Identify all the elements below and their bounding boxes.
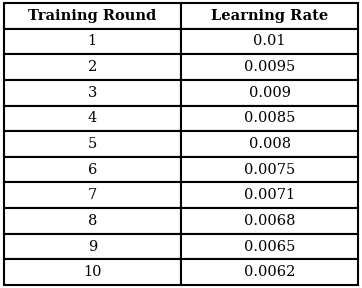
Bar — [4, 157, 181, 183]
Bar — [4, 208, 181, 234]
Bar — [4, 131, 181, 157]
Text: 1: 1 — [88, 34, 97, 48]
Bar — [4, 259, 181, 285]
Bar — [4, 105, 181, 131]
Bar — [181, 29, 358, 54]
Bar — [4, 80, 181, 105]
Text: 9: 9 — [88, 240, 97, 254]
Bar — [4, 54, 181, 80]
Text: 0.0075: 0.0075 — [244, 163, 295, 177]
Text: 4: 4 — [88, 111, 97, 125]
Bar — [4, 183, 181, 208]
Text: 0.01: 0.01 — [253, 34, 286, 48]
Bar — [181, 183, 358, 208]
Text: 0.0065: 0.0065 — [244, 240, 295, 254]
Text: Learning Rate: Learning Rate — [211, 9, 328, 23]
Bar — [4, 29, 181, 54]
Text: Training Round: Training Round — [28, 9, 156, 23]
Bar — [181, 105, 358, 131]
Bar — [181, 54, 358, 80]
Bar — [4, 3, 181, 29]
Bar — [181, 80, 358, 105]
Text: 5: 5 — [88, 137, 97, 151]
Text: 6: 6 — [88, 163, 97, 177]
Text: 7: 7 — [88, 188, 97, 202]
Bar — [181, 208, 358, 234]
Bar — [181, 131, 358, 157]
Bar — [181, 3, 358, 29]
Text: 0.0095: 0.0095 — [244, 60, 295, 74]
Text: 0.0062: 0.0062 — [244, 265, 295, 279]
Bar — [181, 234, 358, 259]
Text: 0.0068: 0.0068 — [244, 214, 295, 228]
Text: 10: 10 — [83, 265, 102, 279]
Text: 0.0071: 0.0071 — [244, 188, 295, 202]
Text: 2: 2 — [88, 60, 97, 74]
Bar — [181, 157, 358, 183]
Text: 0.009: 0.009 — [249, 86, 291, 100]
Text: 0.008: 0.008 — [249, 137, 291, 151]
Bar — [4, 234, 181, 259]
Text: 8: 8 — [88, 214, 97, 228]
Text: 0.0085: 0.0085 — [244, 111, 295, 125]
Text: 3: 3 — [88, 86, 97, 100]
Bar — [181, 259, 358, 285]
